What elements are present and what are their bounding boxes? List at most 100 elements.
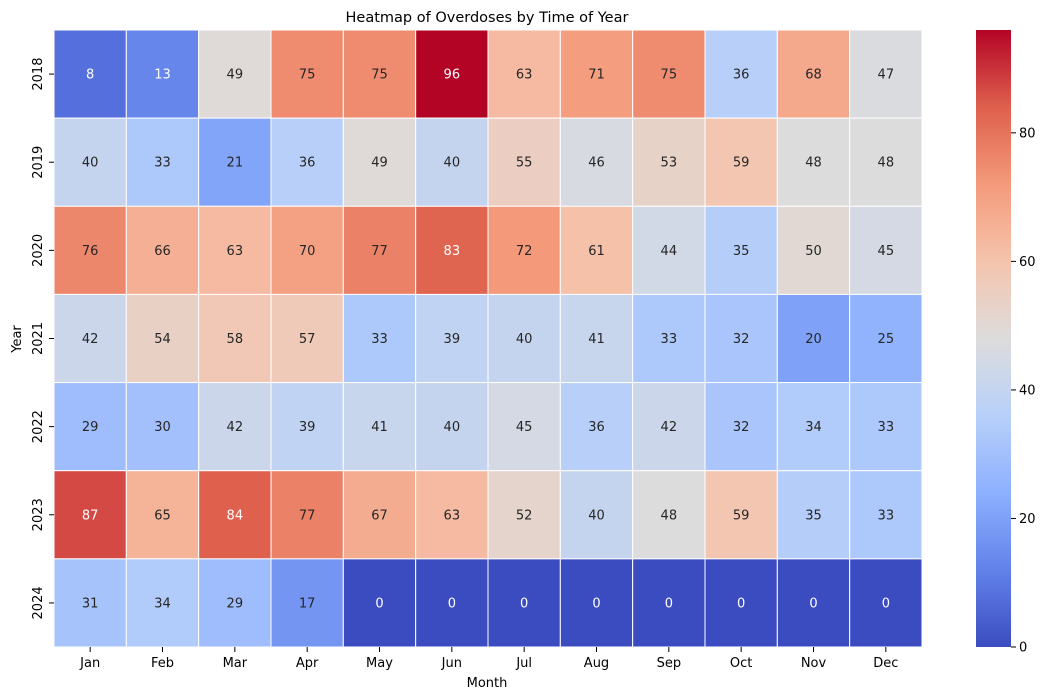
cell-value-label: 54 xyxy=(154,332,171,347)
heatmap-cell xyxy=(198,293,272,384)
heatmap-cell xyxy=(487,470,561,560)
y-tick-label: 2020 xyxy=(31,234,46,267)
heatmap-cell xyxy=(53,117,127,207)
cell-value-label: 65 xyxy=(154,508,171,523)
heatmap-cell xyxy=(704,29,778,119)
heatmap-cell xyxy=(342,205,417,295)
heatmap-cell xyxy=(849,205,923,295)
heatmap-cell xyxy=(270,117,344,207)
heatmap-cell xyxy=(704,558,778,648)
cell-value-label: 31 xyxy=(82,596,99,611)
y-tick-label: 2019 xyxy=(31,146,46,179)
heatmap-cell xyxy=(487,293,561,384)
x-axis-label: Month xyxy=(467,676,508,691)
heatmap-cell xyxy=(776,117,851,207)
colorbar-tick-label: 60 xyxy=(1019,255,1036,270)
heatmap-cell xyxy=(198,558,272,648)
cell-value-label: 39 xyxy=(444,332,461,347)
x-tick-label: Dec xyxy=(873,656,898,671)
cell-value-label: 33 xyxy=(878,420,895,435)
x-tick-label: Jun xyxy=(441,656,462,671)
cell-value-label: 34 xyxy=(805,420,822,435)
heatmap-cell xyxy=(632,293,706,384)
cell-value-label: 83 xyxy=(444,244,461,259)
heatmap-cell xyxy=(632,558,706,648)
cell-value-label: 33 xyxy=(661,332,678,347)
cell-value-label: 0 xyxy=(375,596,383,611)
cell-value-label: 30 xyxy=(154,420,171,435)
heatmap-cells: 8 13 49 75 75 96 63 71 75 36 68 47 40 33 21 36 49 40 55 46 5… xyxy=(53,29,923,648)
heatmap-cell xyxy=(125,29,200,119)
cell-value-label: 75 xyxy=(299,68,316,83)
y-tick-label: 2023 xyxy=(31,498,46,531)
cell-value-label: 35 xyxy=(805,508,822,523)
heatmap-cell xyxy=(776,205,851,295)
heatmap-cell xyxy=(125,382,200,472)
cell-value-label: 71 xyxy=(588,68,605,83)
x-tick-label: May xyxy=(366,656,393,671)
y-tick-label: 2024 xyxy=(31,586,46,619)
cell-value-label: 0 xyxy=(520,596,528,611)
cell-value-label: 20 xyxy=(805,332,822,347)
heatmap-cell xyxy=(198,29,272,119)
cell-value-label: 40 xyxy=(516,332,533,347)
heatmap-cell xyxy=(415,117,489,207)
x-tick-label: Jan xyxy=(79,656,100,671)
heatmap-cell xyxy=(53,29,127,119)
heatmap-cell xyxy=(559,470,634,560)
cell-value-label: 34 xyxy=(154,596,171,611)
cell-value-label: 40 xyxy=(444,156,461,171)
cell-value-label: 0 xyxy=(448,596,456,611)
heatmap-cell xyxy=(53,205,127,295)
cell-value-label: 41 xyxy=(588,332,605,347)
cell-value-label: 0 xyxy=(882,596,890,611)
heatmap-cell xyxy=(53,293,127,384)
x-tick-label: Aug xyxy=(584,656,609,671)
cell-value-label: 48 xyxy=(805,156,822,171)
heatmap-cell xyxy=(559,29,634,119)
colorbar xyxy=(976,30,1011,647)
cell-value-label: 29 xyxy=(227,596,244,611)
heatmap-cell xyxy=(487,117,561,207)
cell-value-label: 58 xyxy=(227,332,244,347)
heatmap-cell xyxy=(849,470,923,560)
cell-value-label: 13 xyxy=(154,68,171,83)
y-tick-label: 2018 xyxy=(31,58,46,91)
cell-value-label: 33 xyxy=(878,508,895,523)
heatmap-cell xyxy=(198,382,272,472)
y-tick-label: 2021 xyxy=(31,322,46,355)
cell-value-label: 44 xyxy=(661,244,678,259)
cell-value-label: 42 xyxy=(661,420,678,435)
heatmap-cell xyxy=(487,205,561,295)
cell-value-label: 84 xyxy=(227,508,244,523)
cell-value-label: 47 xyxy=(878,68,895,83)
heatmap-cell xyxy=(704,117,778,207)
heatmap-cell xyxy=(776,558,851,648)
x-tick-label: Jul xyxy=(515,656,532,671)
cell-value-label: 48 xyxy=(661,508,678,523)
cell-value-label: 55 xyxy=(516,156,533,171)
cell-value-label: 40 xyxy=(588,508,605,523)
heatmap-cell xyxy=(198,205,272,295)
heatmap-cell xyxy=(125,117,200,207)
heatmap-cell xyxy=(125,558,200,648)
cell-value-label: 75 xyxy=(661,68,678,83)
cell-value-label: 33 xyxy=(154,156,171,171)
cell-value-label: 63 xyxy=(444,508,461,523)
heatmap-cell xyxy=(849,117,923,207)
heatmap-cell xyxy=(849,293,923,384)
cell-value-label: 29 xyxy=(82,420,99,435)
heatmap-cell xyxy=(342,558,417,648)
cell-value-label: 42 xyxy=(227,420,244,435)
cell-value-label: 0 xyxy=(665,596,673,611)
heatmap-cell xyxy=(849,558,923,648)
cell-value-label: 45 xyxy=(516,420,533,435)
heatmap-cell xyxy=(415,29,489,119)
y-axis-label: Year xyxy=(10,325,25,354)
heatmap-cell xyxy=(704,470,778,560)
cell-value-label: 48 xyxy=(878,156,895,171)
cell-value-label: 8 xyxy=(86,68,94,83)
heatmap-cell xyxy=(559,382,634,472)
x-tick-label: Sep xyxy=(657,656,682,671)
cell-value-label: 49 xyxy=(371,156,388,171)
